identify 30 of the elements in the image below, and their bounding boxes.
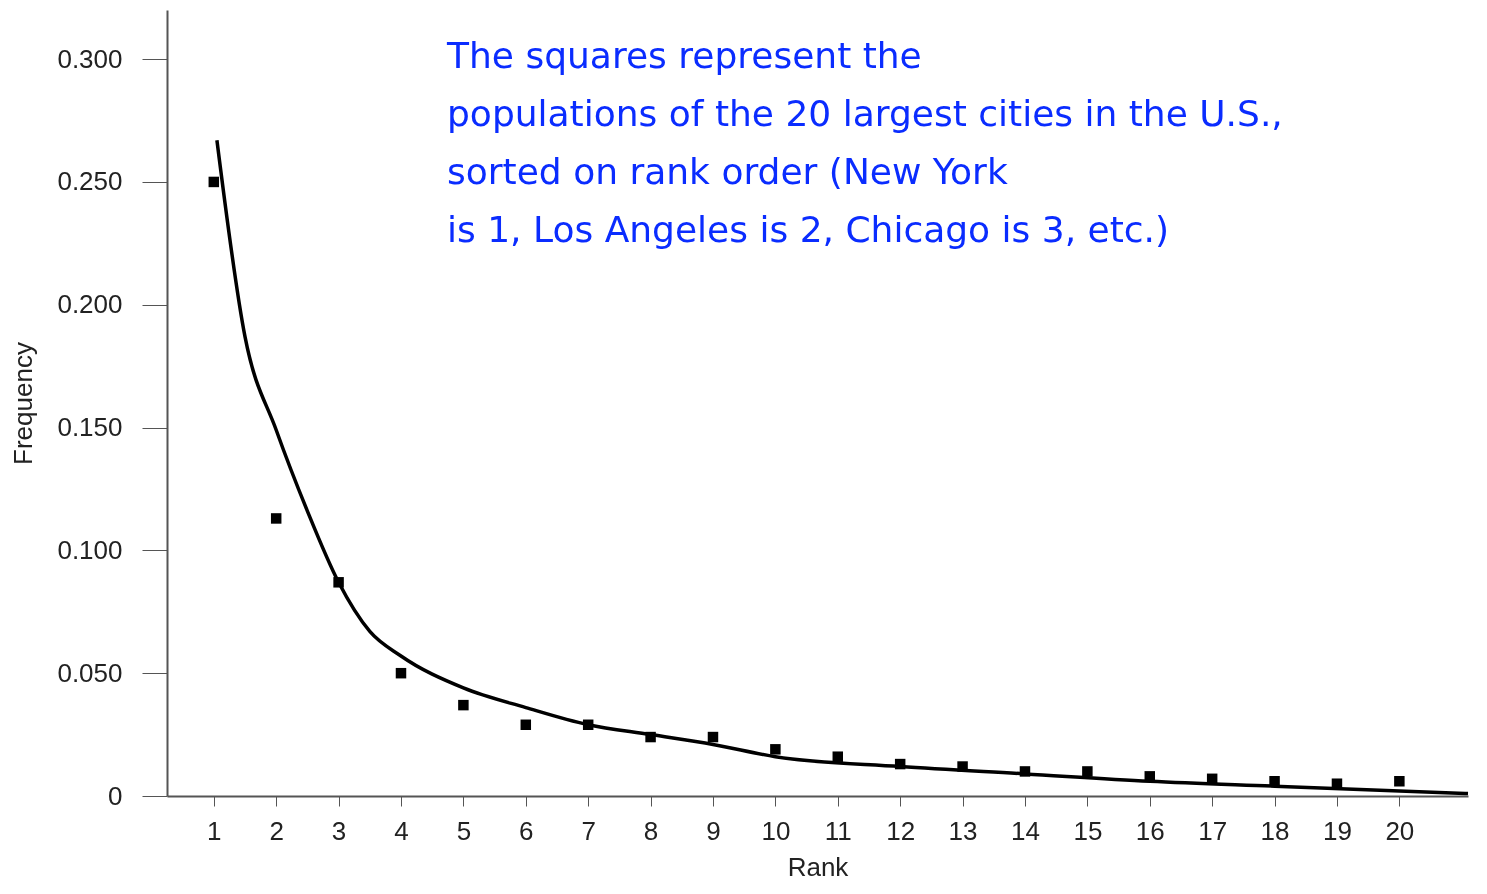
x-tick-label: 17	[1198, 815, 1228, 846]
y-tick-label: 0.300	[57, 43, 123, 74]
x-tick-label: 3	[331, 815, 347, 846]
x-tick-label: 20	[1385, 815, 1415, 846]
x-tick-label: 2	[269, 815, 284, 846]
x-tick-label: 10	[761, 815, 791, 846]
y-tick-label: 0.250	[57, 166, 123, 197]
x-tick-label: 8	[643, 815, 659, 846]
x-tick-label: 18	[1260, 815, 1290, 846]
x-tick-label: 9	[706, 815, 721, 846]
x-tick-label: 13	[948, 815, 978, 846]
x-tick-label: 16	[1135, 815, 1165, 846]
annotation: The squares represent the populations of the 20 largest cities in the U.S., sorted on rank order (New York is 1, Los Angeles is 2, Chicago is 3, etc.)	[446, 35, 1283, 250]
x-tick-label: 14	[1011, 815, 1040, 846]
x-axis-title: Rank	[787, 851, 850, 882]
y-tick-label: 0.050	[57, 657, 123, 688]
x-tick-label: 12	[886, 815, 916, 846]
x-tick-label: 15	[1073, 815, 1103, 846]
y-tick-label: 0.150	[57, 412, 123, 443]
y-tick-label: 0.100	[57, 534, 123, 565]
x-tick-label: 4	[394, 815, 409, 846]
y-axis-title: Frequency	[8, 342, 39, 465]
x-tick-label: 11	[824, 815, 852, 846]
x-tick-label: 19	[1323, 815, 1352, 846]
y-tick-label: 0.200	[57, 289, 123, 320]
x-tick-label: 1	[207, 815, 222, 846]
x-tick-label: 6	[519, 815, 534, 846]
y-tick-label: 0	[108, 780, 123, 811]
x-tick-label: 7	[581, 815, 596, 846]
x-tick-label: 5	[456, 815, 472, 846]
